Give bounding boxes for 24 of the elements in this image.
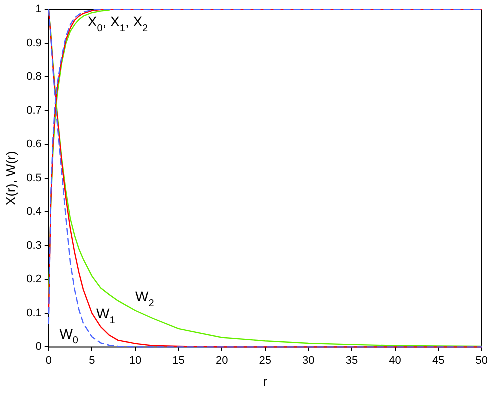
x-tick-label: 45	[432, 354, 445, 367]
y-tick-label: 0.5	[26, 172, 42, 184]
y-tick-label: 0.9	[26, 37, 42, 50]
x-tick-label: 20	[216, 354, 228, 367]
y-tick-label: 0.1	[26, 307, 42, 320]
x-tick-label: 5	[89, 354, 96, 367]
y-tick-label: 0	[36, 341, 42, 354]
x-tick-label: 15	[172, 354, 185, 367]
y-tick-label: 0.2	[26, 274, 42, 286]
x-tick-label: 35	[346, 354, 358, 367]
x-tick-label: 50	[476, 354, 488, 367]
y-tick-label: 0.8	[26, 71, 42, 84]
y-axis-title: X(r), W(r)	[3, 151, 18, 206]
y-tick-label: 1	[36, 4, 42, 16]
y-tick-label: 0.3	[26, 240, 42, 252]
x-tick-label: 30	[302, 354, 315, 367]
y-tick-label: 0.6	[26, 138, 42, 151]
x-tick-label: 10	[129, 354, 142, 367]
y-tick-label: 0.7	[26, 104, 42, 117]
x-tick-label: 25	[259, 354, 272, 367]
y-tick-label: 0.4	[26, 206, 42, 218]
x-axis-title: r	[263, 374, 268, 389]
x-tick-label: 0	[46, 354, 52, 367]
x-tick-label: 40	[389, 354, 402, 367]
